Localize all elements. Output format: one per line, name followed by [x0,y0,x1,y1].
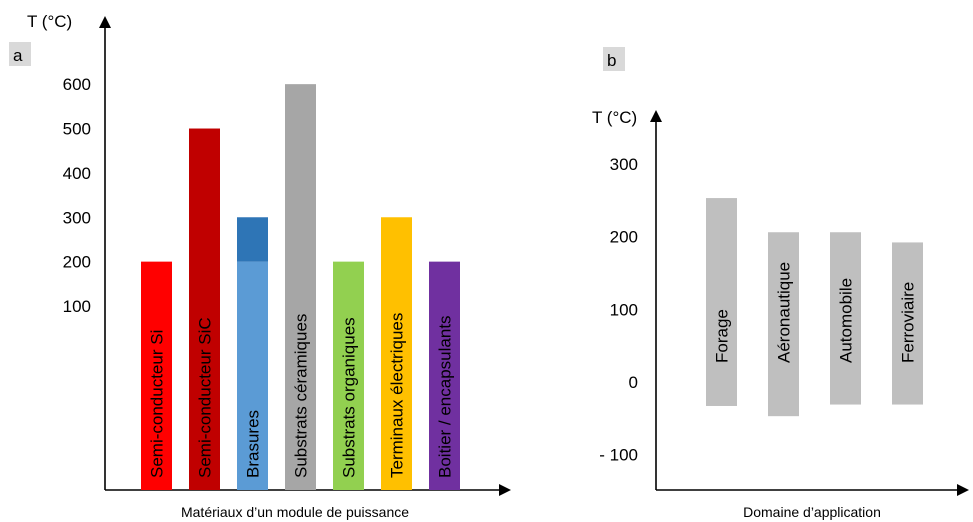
panel-b-y-tick-label: 200 [610,228,638,247]
panel-b-bar-label: Ferroviaire [899,282,918,363]
panel-a-tag-background [9,42,31,66]
panel-b-tag: b [607,51,616,70]
panel-b-y-tick-label: - 100 [599,446,638,465]
panel-b-x-axis-label: Domaine d’application [743,504,881,520]
panel-b-y-axis-arrow [650,110,662,122]
panel-a-y-tick-label: 200 [63,253,91,272]
panel-a-y-tick-label: 400 [63,164,91,183]
panel-a-tag: a [13,46,23,65]
panel-a-bar-segment [381,217,412,490]
panel-a-bar-label: Substrats organiques [340,317,359,478]
panel-b-tag-background [603,47,625,71]
panel-a-bar-segment [237,217,268,262]
panel-b-y-tick-label: 0 [629,373,638,392]
panel-b-bar [892,242,923,405]
panel-a-y-tick-label: 300 [63,208,91,227]
panel-b-bar-label: Forage [713,309,732,363]
panel-a-x-axis-label: Matériaux d’un module de puissance [181,504,409,520]
panel-a-bar-segment [237,261,268,490]
panel-a-y-axis-label: T (°C) [27,12,72,31]
panel-a-bar-segment [285,84,316,491]
panel-b-y-axis-label: T (°C) [592,108,637,127]
panel-a-bar-label: Terminaux électriques [388,313,407,478]
panel-a-y-tick-label: 600 [63,75,91,94]
panel-b-bar-label: Aéronautique [775,262,794,363]
panel-b-x-axis-arrow [957,484,969,496]
panel-a-bar-segment [429,261,460,490]
panel-a-y-tick-label: 500 [63,120,91,139]
panel-b-y-tick-label: 100 [610,300,638,319]
panel-b-bar-label: Automobile [837,278,856,363]
panel-b: b T (°C) - 100 0 100 200 300 Forage Aéronauti… [592,47,969,520]
panel-a-bar-label: Brasures [244,410,263,478]
panel-a-bar-segment [333,261,364,490]
panel-a-y-axis-arrow [99,16,111,28]
panel-a-bar-segment [189,128,220,490]
panel-a: a T (°C) 100 200 300 400 500 600 Semi-conduct… [9,12,511,520]
panel-a-y-tick-label: 100 [63,297,91,316]
panel-a-bar-label: Semi-conducteur Si [148,330,167,478]
panel-a-x-axis-arrow [499,484,511,496]
panel-a-bar-segment [141,261,172,490]
panel-b-y-tick-label: 300 [610,155,638,174]
panel-a-bar-label: Semi-conducteur SiC [196,317,215,478]
panel-a-bar-label: Substrats céramiques [292,314,311,478]
panel-b-bar [830,232,861,405]
panel-b-bar [706,198,737,406]
panel-a-bar-label: Boitier / encapsulants [436,315,455,478]
panel-b-bar [768,232,799,417]
